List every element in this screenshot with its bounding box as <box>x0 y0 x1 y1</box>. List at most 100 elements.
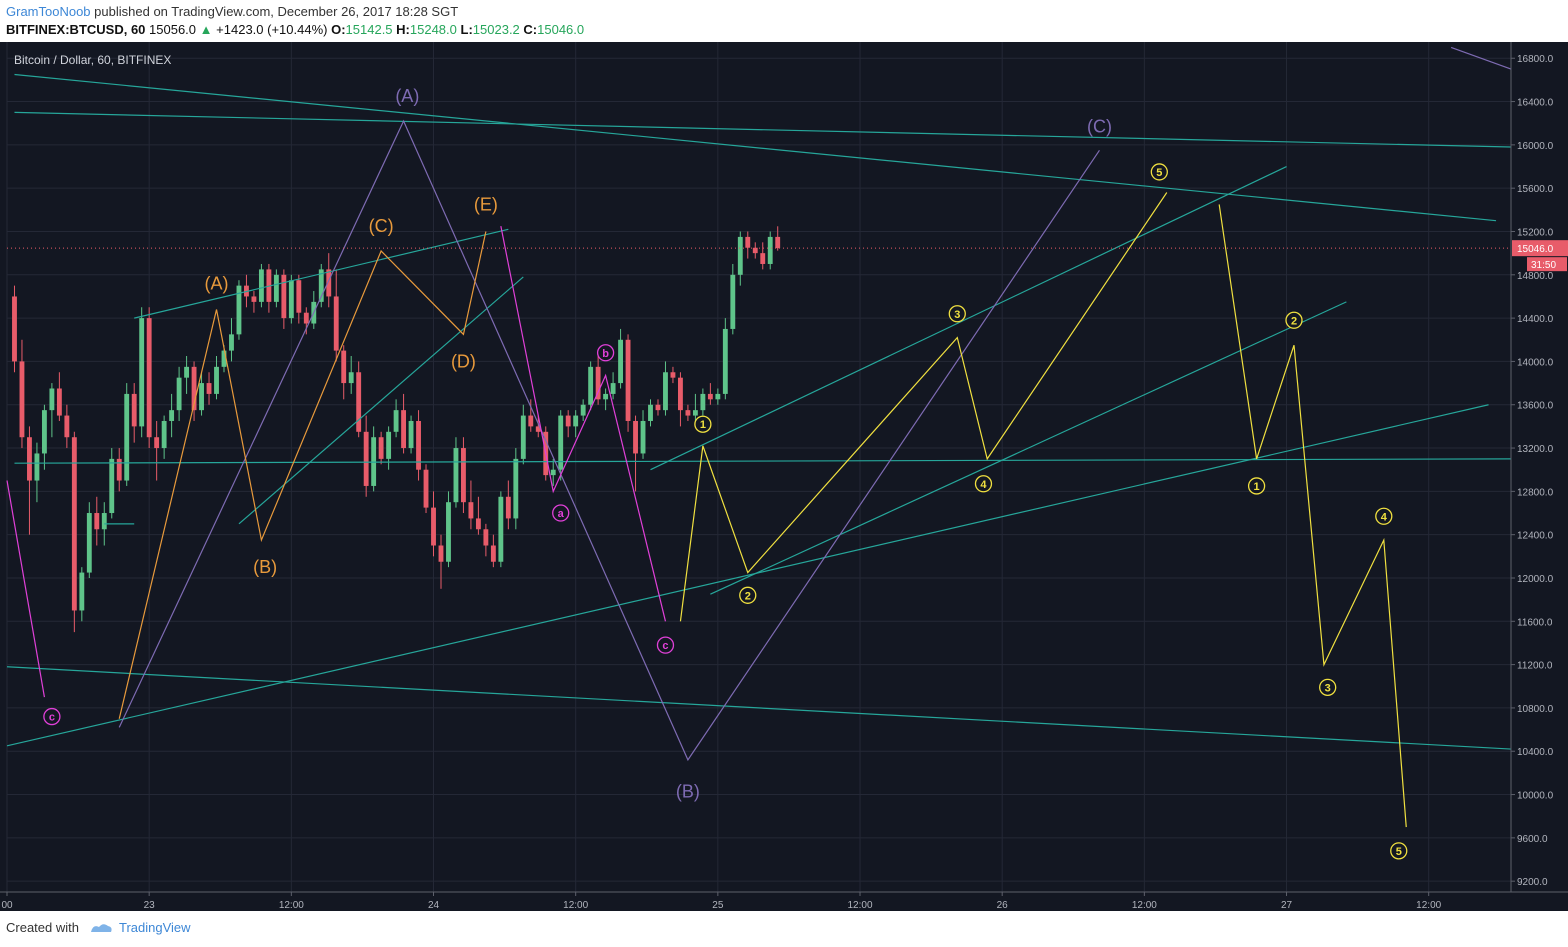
candle-body <box>124 393 130 481</box>
candle-body <box>191 366 197 411</box>
candle-body <box>184 366 190 378</box>
price-tick-label: 15600.0 <box>1517 184 1554 195</box>
candle-body <box>722 328 728 394</box>
chart-title: Bitcoin / Dollar, 60, BITFINEX <box>14 53 171 67</box>
candles <box>12 226 781 633</box>
candle-body <box>12 296 17 362</box>
candle-body <box>34 453 40 481</box>
wave-label: (C) <box>1087 116 1112 136</box>
tradingview-brand: TradingView <box>118 920 191 935</box>
candle-body <box>19 361 25 438</box>
wave-label: 1 <box>700 419 706 431</box>
low-value: 15023.2 <box>472 22 520 37</box>
time-tick-label: 12:00 <box>279 900 304 911</box>
candle-body <box>648 404 653 421</box>
candle-body <box>378 437 384 459</box>
candle-body <box>131 393 137 427</box>
candle-body <box>273 274 279 302</box>
candle-body <box>730 274 736 329</box>
candle-body <box>199 383 204 411</box>
candle-body <box>386 431 392 459</box>
price-tick-label: 11200.0 <box>1517 661 1553 672</box>
candle-body <box>745 236 751 248</box>
candle-body <box>528 415 534 427</box>
candle-body <box>685 410 691 416</box>
candle-body <box>363 431 369 486</box>
wave-label: (A) <box>205 273 229 293</box>
candle-body <box>498 496 504 562</box>
price-tick-label: 12800.0 <box>1517 487 1554 498</box>
candle-body <box>146 318 152 438</box>
last-price-tag-text: 15046.0 <box>1517 244 1554 255</box>
candle-body <box>663 372 668 411</box>
price-change: +1423.0 (+10.44%) <box>216 22 328 37</box>
wave-label: (A) <box>395 86 419 106</box>
time-tick-label: 24 <box>428 900 440 911</box>
candle-body <box>416 420 421 470</box>
candle-body <box>56 388 62 416</box>
time-tick-label: 12:00 <box>1132 900 1157 911</box>
wave-label: (C) <box>369 216 394 236</box>
wave-label-circle <box>948 305 966 323</box>
purple-trend-line <box>1450 46 1512 70</box>
candle-body <box>251 296 257 302</box>
symbol-label: BITFINEX:BTCUSD, 60 <box>6 22 146 37</box>
teal-trend-line <box>14 458 1512 464</box>
tradingview-link[interactable]: TradingView <box>89 920 191 935</box>
candle-body <box>535 426 541 432</box>
footer: Created with TradingView <box>6 920 191 935</box>
drawings <box>6 46 1512 828</box>
teal-trend-line <box>134 228 509 319</box>
wave-label: 1 <box>1254 481 1260 493</box>
candle-body <box>318 269 324 302</box>
candle-body <box>715 393 721 400</box>
candle-body <box>431 507 436 546</box>
candle-body <box>27 437 32 481</box>
candle-body <box>348 372 354 384</box>
candle-body <box>573 415 579 427</box>
price-tick-label: 14000.0 <box>1517 357 1554 368</box>
candle-body <box>116 458 122 481</box>
candle-body <box>281 274 287 319</box>
countdown-tag <box>1527 257 1567 272</box>
candle-body <box>558 415 564 470</box>
candle-body <box>139 318 145 427</box>
wave-label: a <box>558 508 565 520</box>
magenta-trend-line <box>6 480 46 698</box>
candle-body <box>700 393 706 411</box>
open-label: O: <box>331 22 346 37</box>
high-value: 15248.0 <box>409 22 457 37</box>
candle-body <box>595 366 601 400</box>
price-tick-label: 16800.0 <box>1517 54 1554 65</box>
candle-body <box>79 572 85 611</box>
high-label: H: <box>396 22 410 37</box>
candle-body <box>176 377 182 411</box>
orange-trend-line <box>118 231 487 719</box>
candle-body <box>94 513 100 530</box>
teal-trend-line <box>14 73 1497 222</box>
candle-body <box>214 366 219 394</box>
candle-body <box>258 269 264 302</box>
candle-body <box>678 377 683 411</box>
candle-body <box>109 458 115 514</box>
candle-body <box>221 350 227 367</box>
candle-body <box>461 448 466 503</box>
wave-label-circle <box>739 586 757 604</box>
author-link[interactable]: GramTooNoob <box>6 4 91 19</box>
wave-label: c <box>662 640 668 652</box>
teal-trend-line <box>238 276 524 525</box>
candle-body <box>206 383 212 394</box>
publish-info: GramTooNoob published on TradingView.com… <box>6 4 458 19</box>
price-tick-label: 14400.0 <box>1517 314 1554 325</box>
candle-body <box>64 415 70 438</box>
candle-body <box>603 393 609 400</box>
candle-body <box>775 236 781 249</box>
time-tick-label: 25 <box>712 900 724 911</box>
time-tick-label: 23 <box>144 900 156 911</box>
time-tick-label: 27 <box>1281 900 1293 911</box>
price-tick-label: 11600.0 <box>1517 617 1553 628</box>
wave-label-circle <box>1375 507 1393 525</box>
close-label: C: <box>523 22 538 37</box>
price-tick-label: 16000.0 <box>1517 141 1554 152</box>
